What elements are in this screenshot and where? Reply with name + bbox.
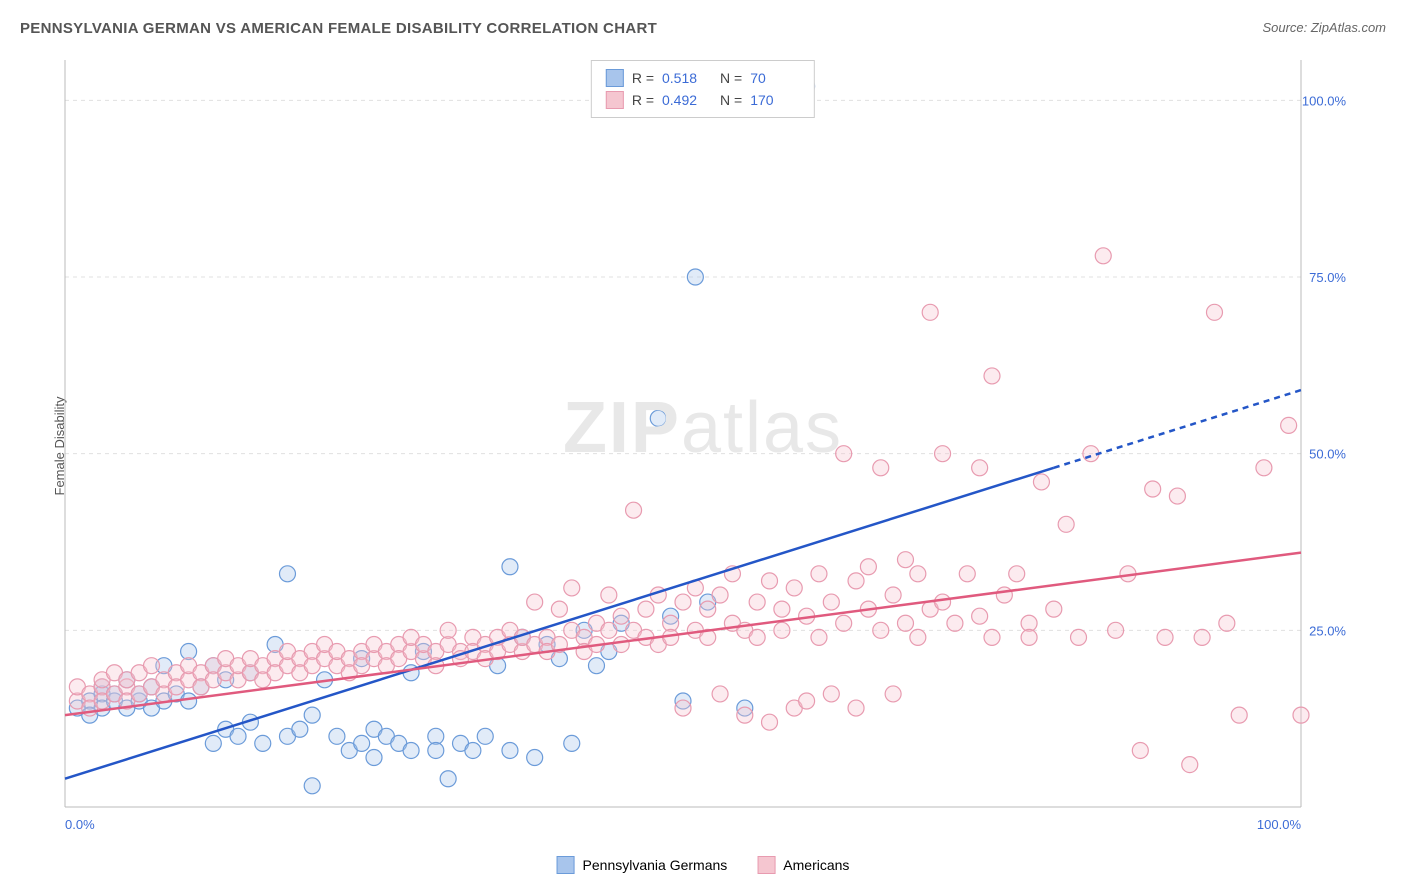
series-legend: Pennsylvania Germans Americans (557, 856, 850, 874)
scatter-plot-svg: 25.0% 50.0% 75.0% 100.0% 0.0% 100.0% (55, 55, 1351, 837)
r-label: R = (632, 70, 654, 86)
legend-swatch-series1 (606, 69, 624, 87)
r-value-series1: 0.518 (662, 70, 712, 86)
legend-swatch-series2 (606, 91, 624, 109)
n-value-series1: 70 (750, 70, 800, 86)
svg-text:75.0%: 75.0% (1309, 270, 1346, 285)
legend-swatch-bottom-2 (757, 856, 775, 874)
svg-text:0.0%: 0.0% (65, 817, 95, 832)
chart-title: PENNSYLVANIA GERMAN VS AMERICAN FEMALE D… (20, 20, 657, 37)
svg-text:100.0%: 100.0% (1257, 817, 1302, 832)
legend-item-series1: Pennsylvania Germans (557, 856, 728, 874)
svg-text:100.0%: 100.0% (1302, 93, 1347, 108)
chart-container: PENNSYLVANIA GERMAN VS AMERICAN FEMALE D… (0, 0, 1406, 892)
svg-text:50.0%: 50.0% (1309, 447, 1346, 462)
source-attribution: Source: ZipAtlas.com (1262, 20, 1386, 35)
legend-swatch-bottom-1 (557, 856, 575, 874)
legend-item-series2: Americans (757, 856, 849, 874)
legend-row-series1: R = 0.518 N = 70 (606, 67, 800, 89)
r-value-series2: 0.492 (662, 92, 712, 108)
legend-label-series1: Pennsylvania Germans (583, 857, 728, 873)
correlation-legend: R = 0.518 N = 70 R = 0.492 N = 170 (591, 60, 815, 118)
r-label: R = (632, 92, 654, 108)
legend-label-series2: Americans (783, 857, 849, 873)
n-label: N = (720, 92, 742, 108)
legend-row-series2: R = 0.492 N = 170 (606, 89, 800, 111)
n-label: N = (720, 70, 742, 86)
svg-text:25.0%: 25.0% (1309, 623, 1346, 638)
plot-area: 25.0% 50.0% 75.0% 100.0% 0.0% 100.0% (55, 55, 1351, 837)
n-value-series2: 170 (750, 92, 800, 108)
